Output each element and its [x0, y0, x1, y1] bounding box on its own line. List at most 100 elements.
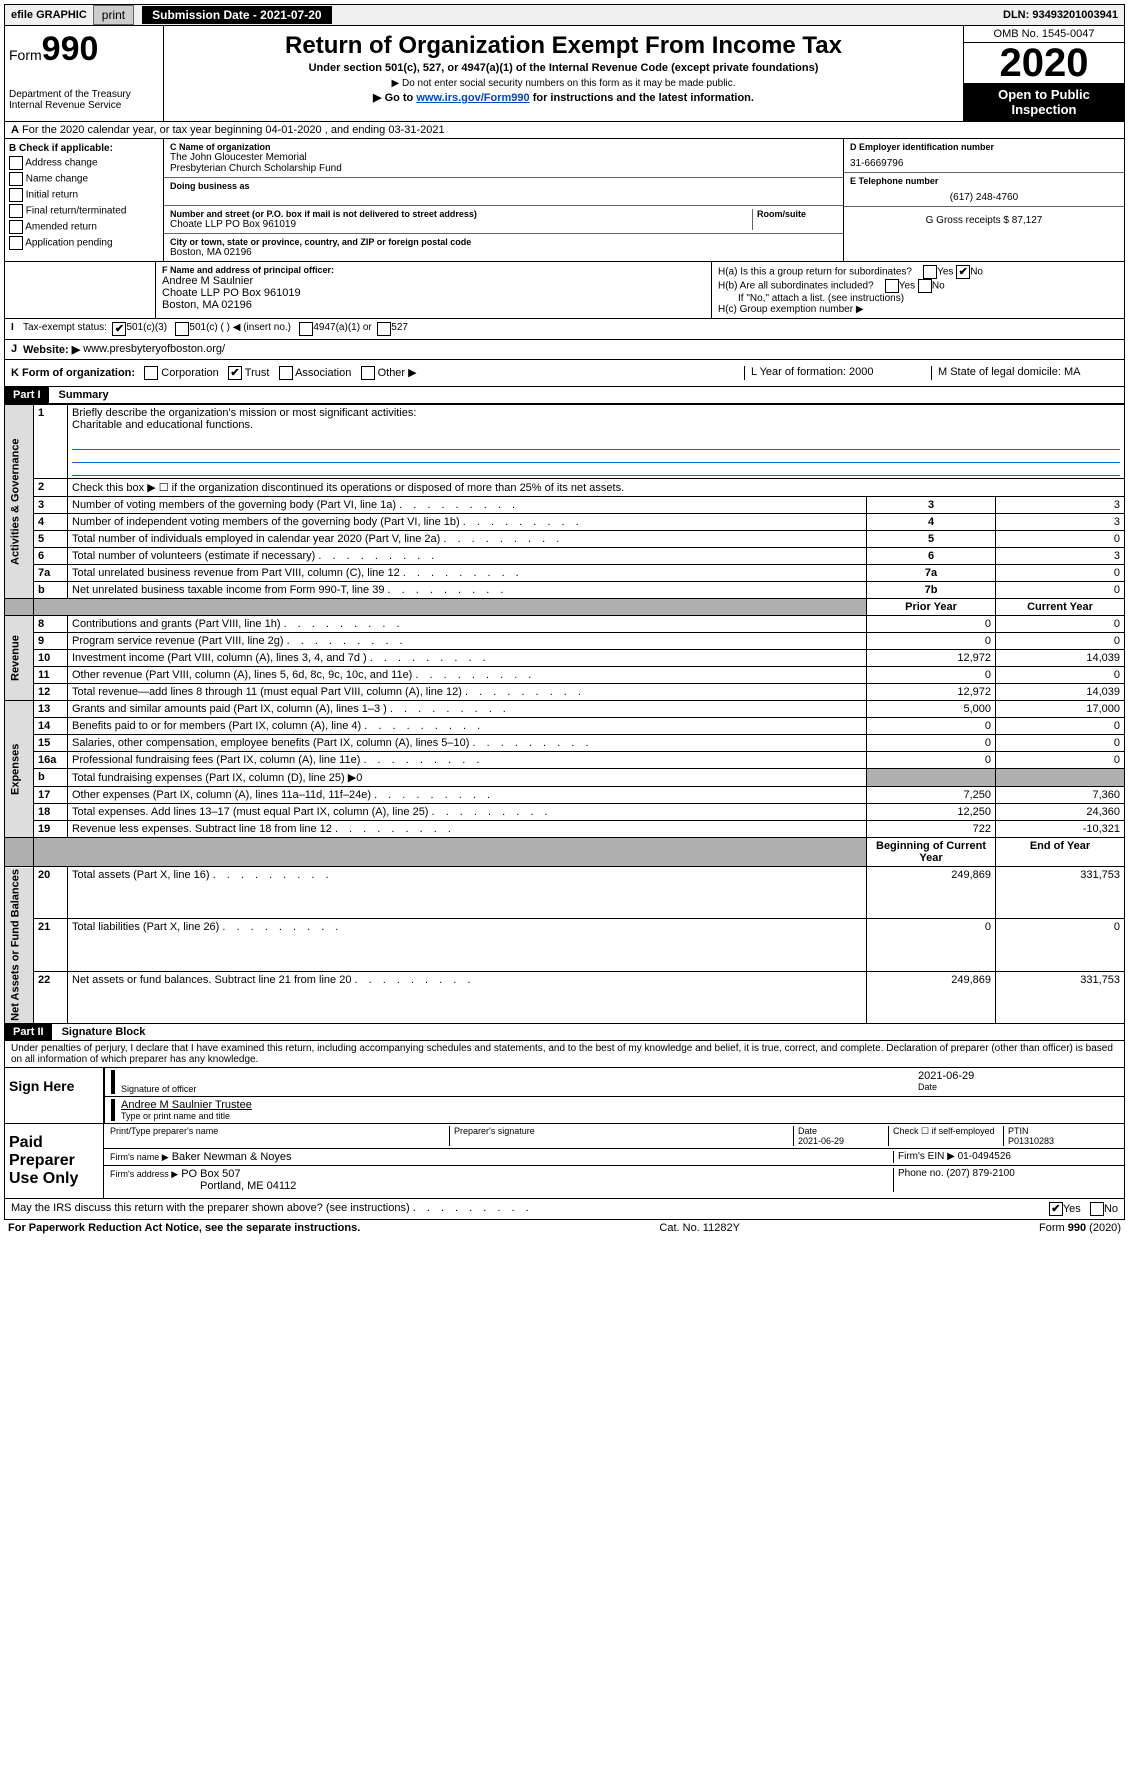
current-val: 14,039 [996, 650, 1125, 667]
city-value: Boston, MA 02196 [170, 247, 837, 258]
form-title: Return of Organization Exempt From Incom… [168, 32, 959, 60]
h-b-note: If "No," attach a list. (see instruction… [718, 293, 1118, 304]
part-2-title: Signature Block [52, 1026, 146, 1038]
f-label: F Name and address of principal officer: [162, 265, 705, 275]
row-ref: 5 [867, 531, 996, 548]
dba-cell: Doing business as [164, 178, 843, 206]
cb-other[interactable] [361, 366, 375, 380]
cb-501c[interactable] [175, 322, 189, 336]
cb-address-change[interactable]: Address change [9, 156, 159, 170]
l1-text: Charitable and educational functions. [72, 419, 253, 431]
prep-sig-label: Preparer's signature [449, 1126, 793, 1146]
row-num: 17 [34, 787, 68, 804]
print-button[interactable]: print [93, 5, 134, 25]
l2: Check this box ▶ ☐ if the organization d… [68, 479, 1125, 497]
irs-label: Internal Revenue Service [9, 100, 159, 111]
org-name-cell: C Name of organization The John Gloucest… [164, 139, 843, 178]
prior-val: 0 [867, 633, 996, 650]
prior-val: 722 [867, 821, 996, 838]
prior-val: 249,869 [867, 971, 996, 1023]
cb-discuss-no[interactable] [1090, 1202, 1104, 1216]
col-prior: Prior Year [867, 599, 996, 616]
row-text: Net unrelated business taxable income fr… [68, 582, 867, 599]
vert-Revenue: Revenue [5, 616, 34, 701]
sig-line-2: Andree M Saulnier Trustee Type or print … [105, 1097, 1124, 1123]
cb-initial-return[interactable]: Initial return [9, 188, 159, 202]
row-num: 16a [34, 752, 68, 769]
prep-date-label: Date [798, 1126, 817, 1136]
row-num: 13 [34, 701, 68, 718]
firm-addr1: PO Box 507 [181, 1168, 240, 1180]
row-text: Investment income (Part VIII, column (A)… [68, 650, 867, 667]
cb-amended[interactable]: Amended return [9, 220, 159, 234]
cb-corp[interactable] [144, 366, 158, 380]
dept-treasury: Department of the Treasury [9, 89, 159, 100]
col-c: C Name of organization The John Gloucest… [164, 139, 843, 261]
row-ref: 3 [867, 497, 996, 514]
cb-4947[interactable] [299, 322, 313, 336]
firm-label: Firm's name ▶ [110, 1152, 169, 1162]
current-val [996, 769, 1125, 787]
col-d-to-g: D Employer identification number 31-6669… [843, 139, 1124, 261]
website-link[interactable]: www.presbyteryofboston.org/ [83, 343, 225, 356]
city-label: City or town, state or province, country… [170, 237, 837, 247]
form-subtitle: Under section 501(c), 527, or 4947(a)(1)… [168, 62, 959, 74]
d-label: D Employer identification number [850, 142, 1118, 152]
row-num: 5 [34, 531, 68, 548]
vert-governance: Activities & Governance [5, 405, 34, 599]
prior-val: 0 [867, 667, 996, 684]
part-2-header: Part II Signature Block [4, 1024, 1125, 1041]
vert-Expenses: Expenses [5, 701, 34, 838]
row-num: b [34, 769, 68, 787]
cb-final-return[interactable]: Final return/terminated [9, 204, 159, 218]
col-f: F Name and address of principal officer:… [156, 262, 711, 318]
cb-501c3[interactable]: ✔ [112, 322, 126, 336]
row-j: J Website: ▶ www.presbyteryofboston.org/ [4, 340, 1125, 360]
cb-app-pending[interactable]: Application pending [9, 236, 159, 250]
ein-cell: D Employer identification number 31-6669… [844, 139, 1124, 173]
row-num: 3 [34, 497, 68, 514]
cb-assoc[interactable] [279, 366, 293, 380]
prior-val: 5,000 [867, 701, 996, 718]
form-footer: Form 990 (2020) [1039, 1222, 1121, 1234]
tax-year: 2020 [964, 43, 1124, 83]
row-a: A For the 2020 calendar year, or tax yea… [4, 122, 1125, 139]
row-text: Program service revenue (Part VIII, line… [68, 633, 867, 650]
row-num: 20 [34, 867, 68, 919]
prep-date: 2021-06-29 [798, 1136, 844, 1146]
row-text: Other revenue (Part VIII, column (A), li… [68, 667, 867, 684]
row-val: 3 [996, 514, 1125, 531]
cb-discuss-yes[interactable]: ✔ [1049, 1202, 1063, 1216]
row-text: Total liabilities (Part X, line 26) [68, 919, 867, 971]
row-ref: 7a [867, 565, 996, 582]
cb-527[interactable] [377, 322, 391, 336]
row-num: 18 [34, 804, 68, 821]
name-label: Type or print name and title [121, 1111, 1118, 1121]
cb-name-change[interactable]: Name change [9, 172, 159, 186]
section-b-to-g: B Check if applicable: Address change Na… [4, 139, 1125, 261]
paperwork-notice: For Paperwork Reduction Act Notice, see … [8, 1222, 360, 1234]
row-num: 6 [34, 548, 68, 565]
cb-trust[interactable]: ✔ [228, 366, 242, 380]
phone-cell: E Telephone number (617) 248-4760 [844, 173, 1124, 207]
prior-val: 12,250 [867, 804, 996, 821]
prep-row-1: Print/Type preparer's name Preparer's si… [104, 1124, 1124, 1149]
prior-val: 0 [867, 735, 996, 752]
efile-label: efile GRAPHIC [5, 7, 93, 23]
current-val: 0 [996, 667, 1125, 684]
row-num: 8 [34, 616, 68, 633]
footer: For Paperwork Reduction Act Notice, see … [4, 1220, 1125, 1236]
discuss-text: May the IRS discuss this return with the… [11, 1202, 410, 1214]
tax-year-range: For the 2020 calendar year, or tax year … [22, 124, 445, 136]
firm-ein-label: Firm's EIN ▶ [898, 1151, 955, 1162]
ein-value: 31-6669796 [850, 158, 1118, 169]
current-val: 331,753 [996, 867, 1125, 919]
row-num: b [34, 582, 68, 599]
current-val: 17,000 [996, 701, 1125, 718]
current-val: 0 [996, 718, 1125, 735]
l-year: L Year of formation: 2000 [744, 366, 931, 380]
row-num: 9 [34, 633, 68, 650]
prior-val: 0 [867, 616, 996, 633]
prep-row-2: Firm's name ▶ Baker Newman & Noyes Firm'… [104, 1149, 1124, 1166]
irs-link[interactable]: www.irs.gov/Form990 [416, 92, 529, 104]
